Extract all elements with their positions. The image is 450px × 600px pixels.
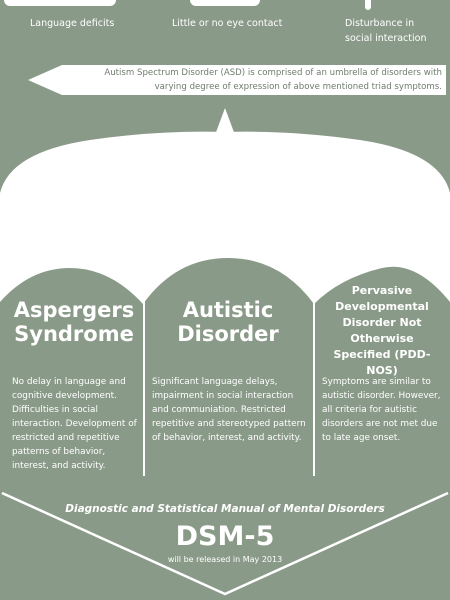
dsm-title: DSM-5 [175,521,275,552]
eye-icon [190,0,260,6]
speech-icon [4,0,116,6]
triad-label-social: Disturbance in social interaction [345,18,427,44]
umbrella-graphic [0,108,450,304]
triad-label-language: Language deficits [30,18,115,29]
column-divider [143,300,145,476]
pdd-nos-description: Symptoms are similar to autistic disorde… [322,377,441,443]
dsm-chevron [1,491,449,596]
pdd-nos-title: Pervasive Developmental Disorder Not Oth… [333,284,431,377]
asd-description: Autism Spectrum Disorder (ASD) is compri… [104,68,442,92]
umbrella-tip [215,108,235,135]
column-divider [313,300,315,476]
umbrella-canopy [0,131,450,304]
aspergers-description: No delay in language and cognitive devel… [12,377,137,471]
people-icon [365,0,371,10]
autistic-disorder-title: Autistic Disorder [177,298,279,346]
aspergers-title: Aspergers Syndrome [13,298,135,346]
autistic-disorder-description: Significant language delays, impairment … [152,377,306,443]
left-arrow-banner [28,65,446,95]
dsm-manual-name: Diagnostic and Statistical Manual of Men… [65,503,385,515]
triad-label-eye-contact: Little or no eye contact [172,18,283,29]
dsm-release-note: will be released in May 2013 [167,555,283,564]
